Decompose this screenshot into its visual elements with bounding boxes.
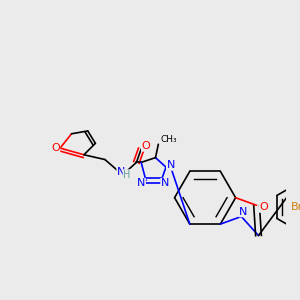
Text: N: N	[137, 178, 146, 188]
Text: N: N	[161, 178, 169, 188]
Text: H: H	[123, 170, 130, 180]
Text: O: O	[142, 141, 150, 151]
Text: O: O	[51, 143, 60, 153]
Text: O: O	[259, 202, 268, 212]
Text: CH₃: CH₃	[160, 135, 177, 144]
Text: N: N	[117, 167, 125, 177]
Text: N: N	[239, 207, 248, 217]
Text: Br: Br	[290, 202, 300, 212]
Text: N: N	[167, 160, 175, 170]
